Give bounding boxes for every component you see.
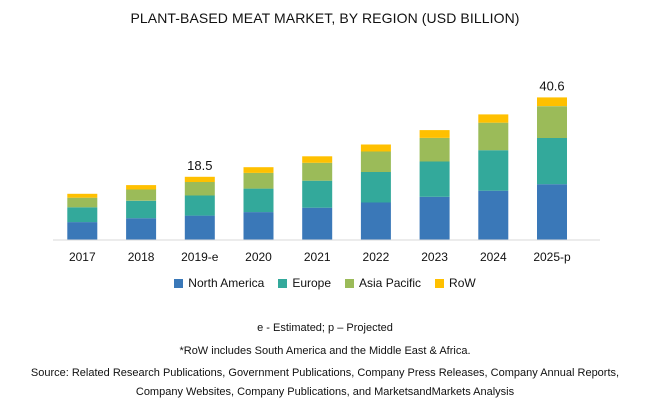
bar-north-america-2025-p: [537, 184, 567, 240]
legend-item-north-america: North America: [174, 276, 264, 290]
legend-label: Europe: [292, 276, 332, 290]
x-tick-label: 2020: [245, 250, 272, 264]
x-tick-label: 2019-e: [181, 250, 219, 264]
bar-asia-pacific-2021: [302, 162, 333, 181]
x-tick-labels: 2017 2018 2019-e 2020 2021 2022 2023 2024 2025-p: [69, 250, 571, 264]
x-tick-label: 2017: [69, 250, 96, 264]
x-tick-label: 2023: [421, 250, 448, 264]
bar-europe-2018: [126, 200, 157, 219]
bar-row-2018: [126, 185, 157, 190]
data-labels: 18.5 40.6: [187, 78, 565, 172]
source-note-line-1: Source: Related Research Publications, G…: [30, 367, 620, 379]
chart-title: PLANT-BASED MEAT MARKET, BY REGION (USD …: [130, 10, 520, 26]
bar-row-2017: [67, 193, 98, 198]
row-note: *RoW includes South America and the Midd…: [179, 345, 471, 357]
x-tick-label: 2021: [304, 250, 331, 264]
bar-asia-pacific-2017: [67, 197, 98, 208]
bar-europe-2025-p: [537, 138, 567, 185]
bar-europe-2024: [478, 150, 509, 191]
stacked-bar-chart: 2017 2018 2019-e 2020 2021 2022 2023 2024 2025-p…: [53, 78, 600, 264]
bar-row-2025-p: [537, 97, 567, 107]
bar-asia-pacific-2022: [360, 151, 391, 172]
bar-asia-pacific-2024: [478, 122, 509, 151]
bar-north-america-2023: [419, 196, 450, 240]
bar-europe-2022: [360, 172, 391, 203]
x-tick-label: 2025-p: [533, 250, 571, 264]
x-tick-label: 2018: [128, 250, 155, 264]
bar-europe-2020: [243, 188, 274, 213]
bar-north-america-2018: [126, 218, 157, 240]
bar-north-america-2017: [67, 222, 98, 240]
bar-row-2024: [478, 114, 509, 123]
bar-asia-pacific-2018: [126, 189, 157, 201]
bar-row-2022: [360, 144, 391, 152]
bar-asia-pacific-2023: [419, 138, 450, 162]
legend-item-asia-pacific: Asia Pacific: [345, 276, 421, 290]
legend-swatch: [174, 278, 184, 288]
bar-europe-2021: [302, 180, 333, 208]
legend-swatch: [345, 278, 355, 288]
bar-group: [67, 97, 567, 240]
bar-asia-pacific-2020: [243, 172, 274, 189]
bar-asia-pacific-2019-e: [184, 182, 215, 196]
legend-swatch: [278, 278, 288, 288]
legend-label: North America: [188, 276, 265, 290]
bar-row-2019-e: [184, 176, 215, 182]
bar-north-america-2022: [360, 202, 391, 240]
estimate-note: e - Estimated; p – Projected: [257, 322, 393, 334]
legend-item-europe: Europe: [278, 276, 331, 290]
bar-north-america-2021: [302, 207, 333, 240]
data-label: 40.6: [539, 78, 564, 93]
legend-label: RoW: [449, 276, 476, 290]
bar-row-2023: [419, 130, 450, 138]
x-tick-label: 2024: [480, 250, 507, 264]
data-label: 18.5: [187, 158, 212, 173]
bar-row-2020: [243, 167, 274, 173]
legend-swatch: [435, 278, 445, 288]
bar-north-america-2020: [243, 212, 274, 240]
x-tick-label: 2022: [363, 250, 390, 264]
legend-item-row: RoW: [435, 276, 476, 290]
bar-europe-2019-e: [184, 195, 215, 216]
legend-label: Asia Pacific: [359, 276, 422, 290]
bar-europe-2017: [67, 207, 98, 223]
bar-europe-2023: [419, 161, 450, 197]
bar-asia-pacific-2025-p: [537, 106, 567, 138]
bar-north-america-2019-e: [184, 215, 215, 240]
source-note-line-2: Company Websites, Company Publications, …: [135, 386, 515, 398]
bar-north-america-2024: [478, 190, 509, 240]
legend: North America Europe Asia Pacific RoW: [0, 276, 650, 290]
bar-row-2021: [302, 156, 333, 163]
